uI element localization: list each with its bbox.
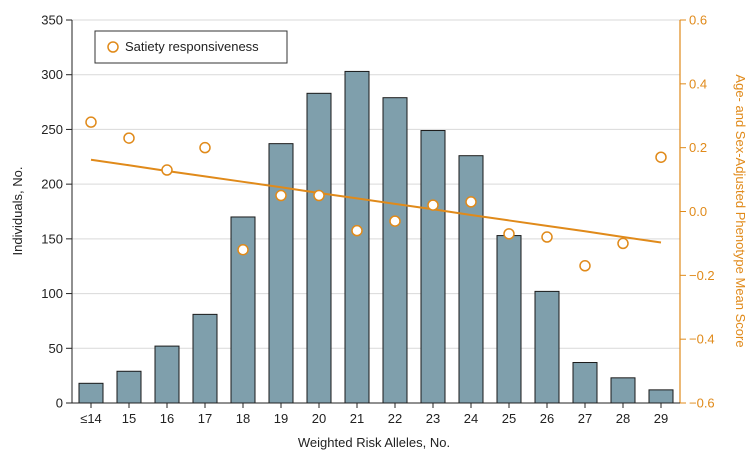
y2-tick-label: 0.0: [689, 204, 707, 219]
right-tick-labels: −0.6 −0.4 −0.2 0.0 0.2 0.4 0.6: [680, 13, 715, 411]
y2-tick-label: −0.4: [689, 332, 715, 347]
bar: [344, 70, 370, 404]
x-tick-label: 28: [616, 411, 630, 426]
x-tick-label: 21: [350, 411, 364, 426]
y-axis-title: Individuals, No.: [10, 167, 25, 256]
y-tick-label: 200: [41, 177, 63, 192]
bar: [306, 92, 332, 404]
bar: [534, 290, 560, 404]
scatter-point: [85, 116, 97, 128]
x-tick-label: 16: [160, 411, 174, 426]
bar: [572, 362, 598, 404]
bar: [268, 143, 294, 404]
scatter-point: [275, 189, 287, 202]
bar: [458, 155, 484, 404]
scatter-point: [579, 260, 591, 272]
y2-tick-label: 0.4: [689, 76, 707, 91]
x-tick-label: 17: [198, 411, 212, 426]
scatter-point: [123, 132, 135, 144]
x-tick-label: ≤14: [80, 411, 102, 426]
trend-line: [90, 158, 662, 244]
y-tick-label: 50: [49, 341, 63, 356]
x-tick-label: 25: [502, 411, 516, 426]
scatter-point: [351, 224, 363, 237]
y-tick-label: 100: [41, 286, 63, 301]
legend-box: [94, 30, 288, 64]
bar: [154, 345, 180, 404]
scatter-point: [503, 228, 515, 240]
y-tick-label: 250: [41, 122, 63, 137]
scatter-point: [313, 189, 325, 202]
bar: [610, 377, 636, 404]
scatter-point: [617, 237, 629, 250]
x-tick-label: 29: [654, 411, 668, 426]
scatter-point: [199, 141, 211, 154]
x-tick-label: 26: [540, 411, 554, 426]
scatter-point: [427, 199, 439, 211]
bars: [78, 70, 674, 404]
scatter-point: [389, 215, 401, 227]
scatter-point: [237, 244, 249, 256]
x-tick-label: 24: [464, 411, 478, 426]
trend-line-path: [90, 158, 662, 244]
x-tick-label: 20: [312, 411, 326, 426]
y2-tick-label: −0.6: [689, 396, 715, 411]
x-axis-title: Weighted Risk Alleles, No.: [298, 435, 450, 450]
y-tick-label: 150: [41, 231, 63, 246]
y2-tick-label: 0.6: [689, 13, 707, 28]
y2-axis-title: Age- and Sex-Adjusted Phenotype Mean Sco…: [733, 74, 748, 347]
y-tick-label: 0: [56, 396, 63, 411]
y-tick-label: 350: [41, 13, 63, 28]
axes: [71, 20, 681, 404]
x-tick-label: 22: [388, 411, 402, 426]
x-tick-labels: ≤14 15 16 17 18 19 20 21 22 23 24 25 26 27 28 29: [80, 403, 668, 426]
legend-label: Satiety responsiveness: [125, 39, 259, 54]
legend: Satiety responsiveness: [94, 30, 288, 64]
scatter-point: [541, 231, 553, 243]
bar: [496, 235, 522, 404]
y-tick-label: 300: [41, 67, 63, 82]
grid-lines: [72, 19, 680, 349]
x-tick-label: 23: [426, 411, 440, 426]
legend-marker: [107, 41, 119, 53]
bar: [116, 370, 142, 404]
scatter-point: [465, 196, 477, 208]
left-tick-labels: 0 50 100 150 200 250 300 350: [41, 13, 72, 411]
scatter-point: [655, 151, 667, 163]
y2-tick-label: −0.2: [689, 268, 715, 283]
x-tick-label: 15: [122, 411, 136, 426]
scatter-point: [161, 164, 173, 176]
bar: [78, 382, 104, 404]
bar: [192, 313, 218, 404]
x-tick-label: 18: [236, 411, 250, 426]
x-tick-label: 27: [578, 411, 592, 426]
bar: [420, 130, 446, 404]
y2-tick-label: 0.2: [689, 140, 707, 155]
bar: [648, 389, 674, 404]
x-tick-label: 19: [274, 411, 288, 426]
scatter-points: [85, 116, 667, 272]
bar: [382, 97, 408, 404]
